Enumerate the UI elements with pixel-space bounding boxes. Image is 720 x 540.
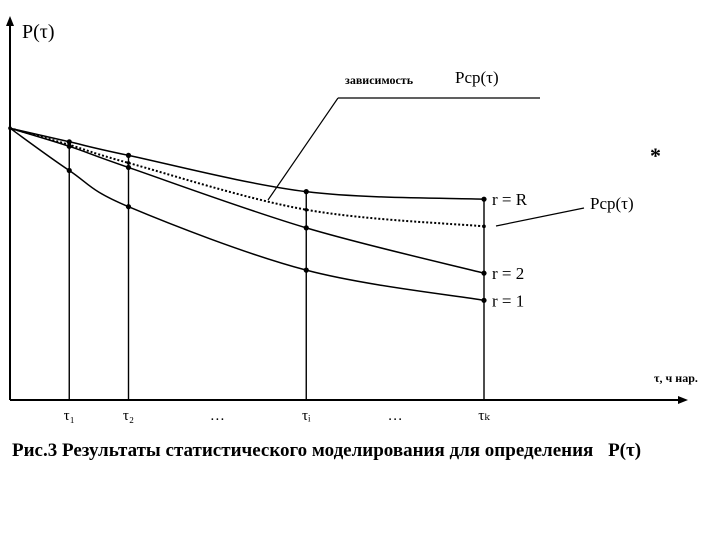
side-symbol: Рср(τ) (590, 194, 634, 213)
tick-label-group: τ₁ τ₂ … τᵢ … τₖ (64, 408, 491, 424)
data-point (303, 267, 309, 273)
data-point (304, 207, 309, 212)
start-point (8, 126, 12, 130)
reliability-curve (9, 127, 485, 200)
tick-label: τ₁ (64, 408, 75, 424)
curve-label-group: r = R r = 2 r = 1 (492, 190, 528, 310)
tick-label: … (210, 408, 225, 424)
dependence-pointer-line (267, 97, 339, 201)
tau-guide-lines (68, 141, 485, 400)
data-point (125, 204, 132, 210)
data-point (303, 189, 309, 195)
y-axis-arrow-icon (6, 16, 14, 26)
data-point (66, 167, 72, 174)
curve-label: r = R (492, 190, 528, 209)
curve-label: r = 2 (492, 264, 524, 283)
tick-label: … (388, 408, 403, 424)
curve-label: r = 1 (492, 291, 524, 310)
data-point (481, 270, 487, 276)
point-group (8, 126, 487, 303)
side-pointer-line (495, 207, 585, 227)
x-axis-title: τ, ч нар. (654, 371, 698, 385)
dependence-symbol: Рср(τ) (455, 68, 499, 87)
curve-group (9, 127, 485, 302)
caption-symbol: P(τ) (608, 440, 641, 461)
data-point (481, 297, 487, 303)
dependence-label: зависимость (345, 73, 414, 87)
tick-label: τ₂ (123, 408, 134, 424)
data-point (482, 224, 486, 229)
data-point (125, 152, 132, 158)
caption-prefix: Рис.3 Результаты статистического моделир… (12, 440, 593, 461)
y-axis-title: P(τ) (22, 21, 54, 43)
figure-caption: Рис.3 Результаты статистического моделир… (12, 440, 641, 461)
data-point (303, 225, 309, 231)
data-point (66, 139, 72, 145)
average-curve (9, 127, 485, 228)
data-point (67, 143, 72, 147)
tick-label: τᵢ (302, 408, 311, 424)
data-point (125, 164, 132, 171)
reliability-curve (9, 127, 485, 302)
tick-label: τₖ (478, 408, 490, 424)
stray-mark: * (650, 143, 661, 168)
reliability-curve (9, 127, 485, 274)
data-point (126, 161, 131, 165)
data-point (481, 196, 487, 202)
x-axis-arrow-icon (678, 396, 688, 404)
